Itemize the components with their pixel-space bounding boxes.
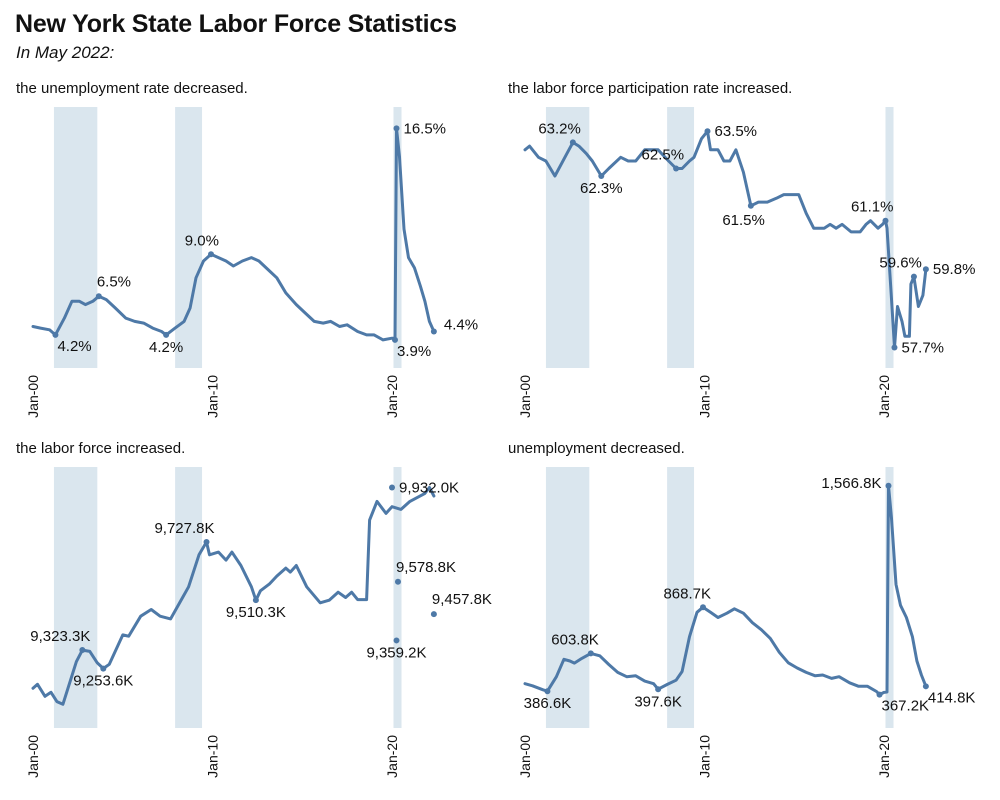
recession-band: [545, 107, 590, 368]
data-label: 9,323.3K: [30, 628, 90, 645]
x-tick-label: Jan-20: [876, 375, 892, 418]
data-point: [922, 683, 929, 690]
data-point: [394, 578, 401, 585]
panel-title-participation-rate: the labor force participation rate incre…: [508, 80, 793, 97]
data-label: 59.6%: [879, 255, 922, 272]
recession-band: [175, 467, 203, 728]
data-point: [700, 604, 707, 611]
panel-title-unemployment-rate: the unemployment rate decreased.: [16, 80, 248, 97]
data-label: 603.8K: [551, 631, 599, 648]
data-label: 61.5%: [722, 212, 765, 229]
data-point: [655, 686, 662, 693]
data-point: [704, 128, 711, 135]
data-point: [52, 331, 59, 338]
data-label: 414.8K: [928, 689, 976, 706]
data-point: [587, 650, 594, 657]
data-point: [389, 484, 395, 491]
data-point: [393, 637, 400, 644]
x-tick-label: Jan-20: [384, 375, 400, 418]
data-label: 62.3%: [580, 180, 623, 197]
x-tick-label: Jan-00: [25, 375, 41, 418]
x-tick-label: Jan-10: [697, 375, 713, 418]
panel-title-labor-force: the labor force increased.: [16, 440, 186, 457]
data-label: 9.0%: [185, 232, 219, 249]
data-label: 4.2%: [57, 338, 91, 355]
page-title: New York State Labor Force Statistics: [15, 10, 457, 38]
recession-band: [885, 107, 894, 368]
data-point: [391, 336, 398, 343]
recession-band: [885, 467, 894, 728]
data-point: [882, 217, 889, 224]
recession-band: [667, 467, 695, 728]
data-point: [79, 647, 86, 654]
data-label: 9,510.3K: [226, 604, 286, 621]
data-label: 4.4%: [444, 317, 478, 334]
data-point: [95, 293, 102, 300]
recession-band: [393, 107, 402, 368]
data-label: 9,457.8K: [432, 591, 492, 608]
data-label: 367.2K: [882, 698, 930, 715]
chart-participation-rate: Jan-00 Jan-10 Jan-20 63.2% 62.3% 62.5% 63.5% 61…: [517, 107, 975, 418]
x-tick-label: Jan-10: [205, 735, 221, 778]
x-tick-label: Jan-00: [517, 375, 533, 418]
data-label: 9,253.6K: [73, 673, 133, 690]
data-point: [100, 665, 107, 672]
x-tick-label: Jan-00: [25, 735, 41, 778]
x-tick-label: Jan-10: [697, 735, 713, 778]
data-label: 9,578.8K: [396, 559, 456, 576]
data-point: [252, 597, 259, 604]
data-label: 4.2%: [149, 339, 183, 356]
chart-unemployment-rate: Jan-00 Jan-10 Jan-20 4.2% 6.5% 4.2% 9.0% 16.5% 3…: [25, 107, 478, 418]
x-tick-label: Jan-20: [384, 735, 400, 778]
recession-band: [53, 467, 98, 728]
data-point: [891, 344, 898, 351]
chart-labor-force: Jan-00 Jan-10 Jan-20 9,323.3K 9,253.6K 9,727.…: [25, 467, 492, 778]
x-tick-label: Jan-10: [205, 375, 221, 418]
data-label: 3.9%: [397, 343, 431, 360]
data-label: 63.5%: [714, 123, 757, 140]
data-label: 57.7%: [901, 340, 944, 357]
data-label: 16.5%: [403, 120, 446, 137]
recession-band: [393, 467, 402, 728]
data-label: 9,932.0K: [399, 479, 459, 496]
data-point: [430, 328, 437, 335]
data-label: 1,566.8K: [821, 475, 881, 492]
panel-title-unemployment: unemployment decreased.: [508, 440, 685, 457]
data-label: 59.8%: [933, 261, 976, 278]
data-point: [430, 611, 437, 618]
data-label: 386.6K: [524, 695, 572, 712]
chart-unemployment: Jan-00 Jan-10 Jan-20 386.6K 603.8K 397.6K 868.…: [517, 467, 975, 778]
data-point: [393, 125, 400, 132]
recession-band: [53, 107, 98, 368]
data-label: 397.6K: [634, 693, 682, 710]
data-label: 9,727.8K: [154, 520, 214, 537]
data-point: [208, 251, 215, 258]
data-label: 61.1%: [851, 199, 894, 216]
data-label: 63.2%: [538, 120, 581, 137]
data-point: [163, 331, 170, 338]
data-label: 6.5%: [97, 273, 131, 290]
page-subtitle: In May 2022:: [16, 43, 115, 62]
x-tick-label: Jan-00: [517, 735, 533, 778]
data-label: 9,359.2K: [366, 644, 426, 661]
data-point: [910, 273, 917, 280]
data-point: [885, 482, 892, 489]
data-point: [876, 691, 883, 698]
data-label: 62.5%: [642, 146, 685, 163]
data-point: [569, 139, 576, 146]
data-label: 868.7K: [663, 585, 711, 602]
data-point: [673, 165, 680, 172]
data-point: [747, 202, 754, 209]
data-point: [203, 539, 210, 546]
data-point: [922, 266, 929, 273]
recession-band: [545, 467, 590, 728]
data-point: [598, 172, 605, 179]
recession-band: [667, 107, 695, 368]
x-tick-label: Jan-20: [876, 735, 892, 778]
data-point: [544, 688, 551, 695]
series-line: [31, 486, 436, 706]
